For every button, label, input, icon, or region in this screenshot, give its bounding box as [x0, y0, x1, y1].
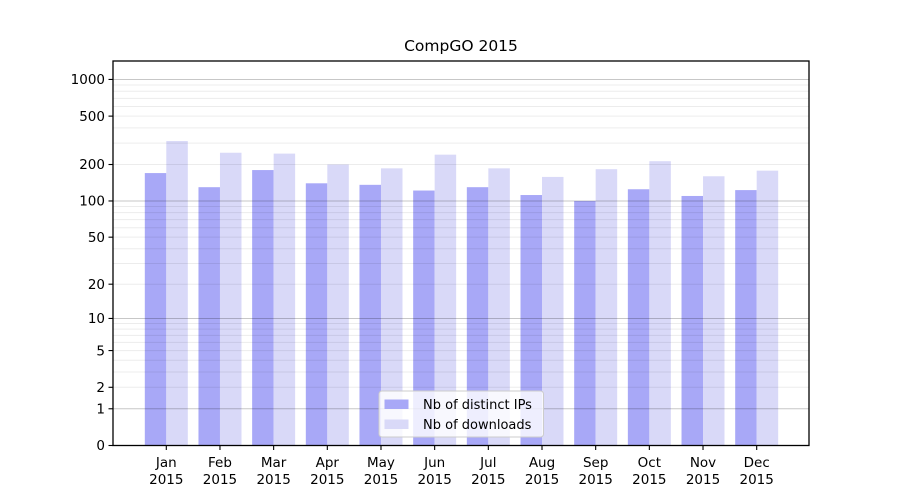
legend-box — [378, 390, 544, 438]
ticks-layer: 0 1 2 5 10 20 50 100 200 500 1000 Jan 2015 Feb 2015 Mar… — [71, 72, 774, 488]
bar-oct-downloads — [649, 161, 671, 446]
bar-aug-distinct-ips — [520, 195, 543, 446]
x-tick-label-jan: Jan 2015 — [149, 455, 183, 488]
x-tick-label-oct: Oct 2015 — [632, 455, 666, 488]
y-tick-label-50: 50 — [88, 230, 105, 246]
legend: Nb of distinct IPs Nb of downloads — [378, 390, 544, 438]
bars-layer — [144, 141, 779, 446]
x-tick-label-may: May 2015 — [364, 455, 398, 488]
bar-apr-downloads — [327, 164, 349, 446]
x-tick-label-feb: Feb 2015 — [203, 455, 237, 488]
bar-may-downloads — [380, 168, 403, 446]
bar-nov-distinct-ips — [681, 195, 704, 446]
x-tick-label-nov: Nov 2015 — [686, 455, 720, 488]
grid-layer — [113, 78, 809, 410]
bar-aug-downloads — [542, 176, 564, 446]
y-tick-label-0: 0 — [96, 438, 105, 454]
bar-dec-distinct-ips — [735, 190, 757, 446]
chart-title: CompGO 2015 — [404, 37, 518, 55]
y-tick-label-20: 20 — [88, 277, 105, 293]
bar-may-distinct-ips — [359, 184, 381, 446]
bar-jan-downloads — [166, 141, 188, 446]
bar-sep-distinct-ips — [574, 200, 596, 446]
y-tick-label-5: 5 — [96, 343, 105, 359]
bar-mar-distinct-ips — [252, 170, 274, 446]
y-tick-label-2: 2 — [96, 380, 105, 396]
bar-feb-distinct-ips — [198, 187, 220, 446]
x-tick-label-jul: Jul 2015 — [471, 455, 505, 488]
y-tick-label-200: 200 — [79, 157, 105, 173]
bar-jul-downloads — [488, 168, 510, 446]
bar-mar-downloads — [273, 153, 296, 446]
x-tick-label-jun: Jun 2015 — [417, 455, 451, 488]
y-tick-label-1000: 1000 — [71, 72, 105, 88]
y-tick-label-100: 100 — [79, 194, 105, 210]
bar-jun-distinct-ips — [413, 190, 435, 446]
bar-oct-distinct-ips — [627, 189, 650, 446]
legend-label-distinct-ips: Nb of distinct IPs — [423, 398, 532, 413]
x-tick-label-dec: Dec 2015 — [740, 455, 774, 488]
bar-sep-downloads — [595, 169, 618, 446]
x-tick-label-mar: Mar 2015 — [256, 455, 290, 488]
plot-border — [112, 60, 810, 447]
x-tick-label-apr: Apr 2015 — [310, 455, 344, 488]
bar-nov-downloads — [703, 176, 725, 446]
legend-swatch-downloads — [384, 419, 409, 429]
y-tick-label-10: 10 — [88, 311, 105, 327]
bar-apr-distinct-ips — [305, 183, 328, 446]
bar-dec-downloads — [756, 170, 779, 446]
bar-feb-downloads — [219, 152, 242, 446]
legend-label-downloads: Nb of downloads — [423, 418, 532, 433]
y-tick-label-500: 500 — [79, 109, 105, 125]
bar-jun-downloads — [434, 154, 457, 446]
legend-swatch-distinct-ips — [384, 399, 409, 409]
bar-jan-distinct-ips — [144, 173, 167, 446]
x-tick-label-aug: Aug 2015 — [525, 455, 559, 488]
bar-jul-distinct-ips — [466, 187, 489, 446]
x-tick-label-sep: Sep 2015 — [578, 455, 612, 488]
y-tick-label-1: 1 — [96, 401, 105, 417]
